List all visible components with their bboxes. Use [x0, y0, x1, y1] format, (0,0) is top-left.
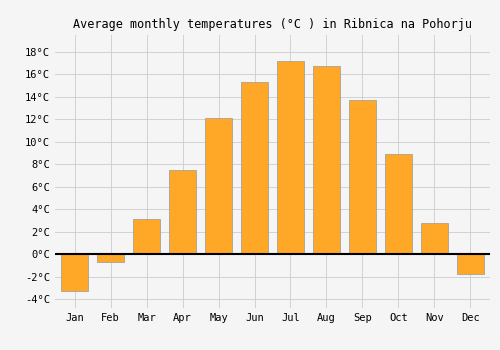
Bar — [313, 66, 340, 254]
Bar — [277, 61, 304, 254]
Bar — [241, 82, 268, 254]
Title: Average monthly temperatures (°C ) in Ribnica na Pohorju: Average monthly temperatures (°C ) in Ri… — [73, 18, 472, 31]
Bar — [349, 100, 376, 254]
Bar — [456, 254, 483, 274]
Bar — [421, 223, 448, 254]
Bar — [385, 154, 412, 254]
Bar — [97, 254, 124, 262]
Bar — [205, 118, 232, 254]
Bar — [133, 219, 160, 254]
Bar — [62, 254, 88, 291]
Bar — [169, 170, 196, 254]
